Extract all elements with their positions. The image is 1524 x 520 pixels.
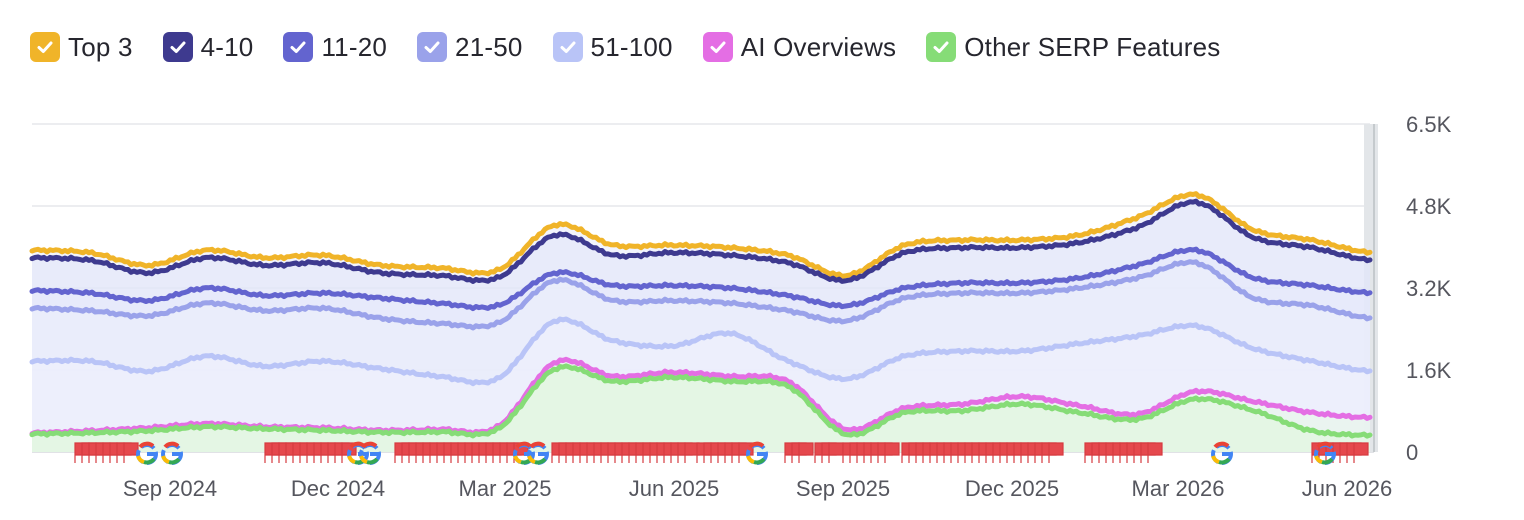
- series-line-4-10[interactable]: [29, 198, 1373, 284]
- legend-label: AI Overviews: [740, 31, 897, 62]
- legend-item-21-50[interactable]: 21-50: [417, 32, 523, 63]
- legend-item-51-100[interactable]: 51-100: [552, 31, 673, 63]
- legend-item-ai-overviews[interactable]: AI Overviews: [702, 31, 897, 63]
- google-update-icon[interactable]: [359, 441, 381, 465]
- checkbox-checked-icon[interactable]: [283, 32, 314, 62]
- y-tick-label: 4.8K: [1406, 194, 1452, 219]
- x-tick-label: Dec 2025: [965, 476, 1059, 501]
- series-line-11-20[interactable]: [29, 246, 1373, 312]
- x-tick-label: Sep 2025: [796, 476, 890, 501]
- update-flag-icon[interactable]: [798, 442, 814, 463]
- chart-legend: Top 3 4-10 11-20 21-50 51-100 AI Overviews Oth…: [30, 28, 1250, 66]
- legend-item-top-3[interactable]: Top 3: [30, 32, 133, 63]
- update-flag-icon[interactable]: [738, 442, 754, 463]
- series-line-other-serp-features[interactable]: [29, 363, 1373, 439]
- line-layer: [29, 191, 1373, 439]
- google-update-icon[interactable]: [746, 441, 768, 465]
- google-update-icon[interactable]: [136, 441, 158, 465]
- area-other-serp-features: [32, 365, 1370, 452]
- update-flag-icon[interactable]: [884, 442, 900, 463]
- checkbox-checked-icon[interactable]: [30, 32, 60, 62]
- series-line-top-3[interactable]: [29, 191, 1373, 279]
- update-flag-icon[interactable]: [123, 442, 139, 463]
- update-flag-icon[interactable]: [1147, 442, 1163, 463]
- update-flag-icon[interactable]: [828, 442, 844, 463]
- google-update-icon[interactable]: [1211, 441, 1233, 465]
- y-tick-label: 0: [1406, 440, 1418, 465]
- update-flag-icon[interactable]: [1353, 442, 1369, 463]
- legend-label: 11-20: [321, 31, 388, 62]
- checkbox-checked-icon[interactable]: [417, 32, 448, 62]
- checkbox-checked-icon[interactable]: [926, 32, 957, 62]
- area-layer: [32, 193, 1370, 452]
- legend-label: 4-10: [200, 31, 254, 62]
- x-tick-label: Jun 2026: [1302, 476, 1393, 501]
- series-line-51-100[interactable]: [29, 316, 1373, 387]
- x-tick-label: Dec 2024: [291, 476, 385, 501]
- x-tick-label: Jun 2025: [629, 476, 720, 501]
- google-update-icon[interactable]: [1314, 441, 1336, 465]
- legend-label: 51-100: [590, 31, 673, 62]
- legend-label: Other SERP Features: [964, 31, 1221, 62]
- y-tick-label: 6.5K: [1406, 112, 1452, 137]
- legend-item-11-20[interactable]: 11-20: [283, 32, 387, 63]
- legend-item-4-10[interactable]: 4-10: [162, 31, 254, 63]
- legend-label: Top 3: [68, 31, 133, 62]
- google-update-icon[interactable]: [527, 441, 549, 465]
- axis-layer: 0 1.6K 3.2K 4.8K 6.5K Sep 2024 Dec 2024 Mar 202…: [123, 112, 1452, 501]
- checkbox-checked-icon[interactable]: [552, 32, 583, 62]
- legend-label: 21-50: [455, 31, 523, 62]
- google-update-icon[interactable]: [161, 441, 183, 465]
- checkbox-checked-icon[interactable]: [702, 32, 733, 62]
- y-tick-label: 3.2K: [1406, 276, 1452, 301]
- legend-item-other-serp-features[interactable]: Other SERP Features: [926, 32, 1220, 63]
- series-line-21-50[interactable]: [29, 259, 1373, 331]
- checkbox-checked-icon[interactable]: [162, 32, 193, 62]
- x-tick-label: Mar 2025: [459, 476, 552, 501]
- x-tick-label: Sep 2024: [123, 476, 217, 501]
- x-tick-label: Mar 2026: [1132, 476, 1225, 501]
- update-markers-layer: [74, 441, 1369, 465]
- y-tick-label: 1.6K: [1406, 358, 1452, 383]
- update-flag-icon[interactable]: [1048, 442, 1064, 463]
